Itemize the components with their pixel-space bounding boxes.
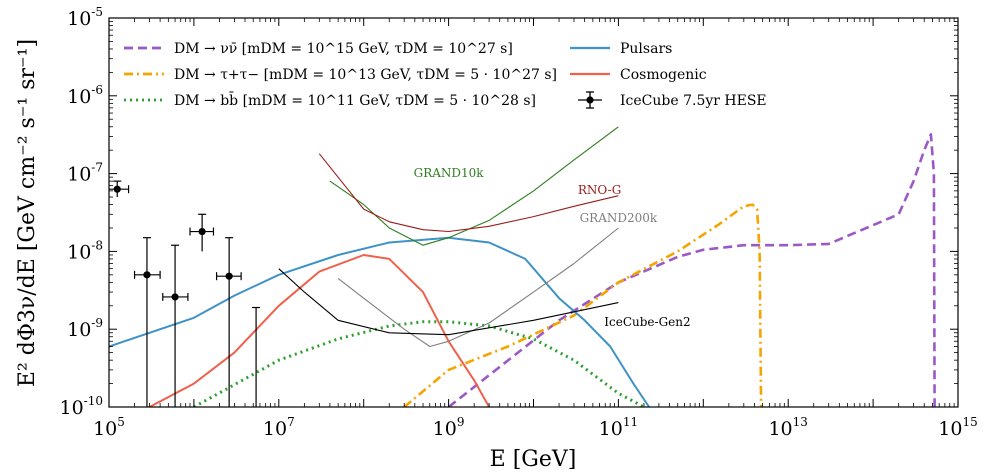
legend-entry-right-1: Cosmogenic — [570, 67, 707, 83]
legend-label: Cosmogenic — [620, 67, 707, 83]
series-line-icecube-gen2 — [278, 268, 619, 336]
icecube-data-point — [109, 180, 130, 198]
data-points-layer — [109, 180, 261, 407]
y-tick-label: 10-9 — [67, 316, 103, 341]
legend-label: IceCube 7.5yr HESE — [620, 93, 767, 109]
icecube-data-point — [162, 244, 189, 407]
series-line-dm-bb- — [193, 320, 645, 407]
legend-label: DM → νν̄ [mDM = 10^15 GeV, τDM = 10^27 s… — [174, 41, 513, 57]
legend: DM → νν̄ [mDM = 10^15 GeV, τDM = 10^27 s… — [124, 41, 767, 109]
curve-label-grand10k: GRAND10k — [414, 166, 485, 180]
legend-label: DM → τ+τ− [mDM = 10^13 GeV, τDM = 5 · 10… — [174, 67, 557, 83]
x-tick-label: 1015 — [938, 415, 977, 440]
series-line-dm- — [403, 203, 763, 407]
curve-label-icecube-gen2: IceCube-Gen2 — [604, 315, 690, 329]
x-tick-label: 1011 — [599, 415, 638, 440]
curve-labels-layer: GRAND10k RNO-G GRAND200k IceCube-Gen2 — [414, 166, 691, 329]
x-tick-label: 105 — [93, 415, 125, 440]
legend-entry-left-0: DM → νν̄ [mDM = 10^15 GeV, τDM = 10^27 s… — [124, 41, 513, 57]
x-tick-label: 109 — [433, 415, 465, 440]
legend-entry-right-0: Pulsars — [570, 41, 672, 57]
series-line-cosmogenic — [149, 254, 490, 407]
icecube-data-point — [252, 306, 261, 407]
series-line-grand200k — [337, 227, 619, 348]
y-axis-title: E² dΦ3ν/dE [GeV cm⁻² s⁻¹ sr⁻¹] — [15, 39, 40, 387]
curve-label-grand200k: GRAND200k — [580, 211, 658, 225]
series-line-grand10k — [329, 126, 619, 246]
icecube-data-point — [133, 237, 161, 407]
series-line-pulsars — [109, 236, 650, 407]
series-layer — [109, 126, 936, 407]
y-tick-label: 10-6 — [67, 83, 103, 108]
x-tick-label: 107 — [263, 415, 295, 440]
y-tick-label: 10-7 — [67, 161, 103, 186]
legend-entry-left-2: DM → bb̄ [mDM = 10^11 GeV, τDM = 5 · 10^… — [124, 91, 536, 109]
curve-label-rno-g: RNO-G — [578, 183, 621, 197]
icecube-data-point — [189, 213, 215, 252]
legend-entry-left-1: DM → τ+τ− [mDM = 10^13 GeV, τDM = 5 · 10… — [124, 67, 557, 83]
x-tick-label: 1013 — [768, 415, 807, 440]
y-tick-label: 10-5 — [67, 5, 103, 30]
y-tick-label: 10-8 — [67, 238, 103, 263]
series-line-rno-g — [318, 153, 619, 233]
icecube-data-point — [215, 237, 242, 407]
ticks-layer: 105 107 109 1011 1013 1015 10-10 10-9 10-8 10-7 10… — [59, 5, 977, 440]
series-line-dm- — [447, 133, 936, 407]
y-tick-label: 10-10 — [59, 394, 103, 419]
legend-label: Pulsars — [620, 41, 672, 57]
legend-label: DM → bb̄ [mDM = 10^11 GeV, τDM = 5 · 10^… — [174, 91, 536, 109]
legend-entry-right-2: IceCube 7.5yr HESE — [578, 91, 767, 109]
x-axis-title: E [GeV] — [490, 447, 577, 472]
